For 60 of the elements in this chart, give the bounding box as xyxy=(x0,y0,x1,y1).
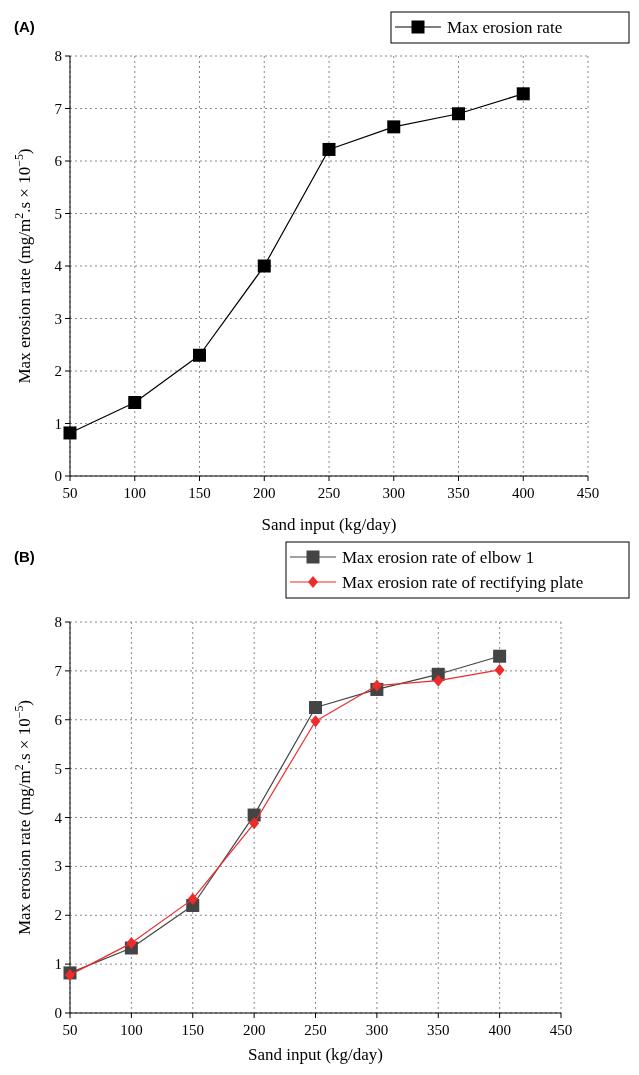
point xyxy=(516,87,530,101)
y-tick-label: 0 xyxy=(54,1005,62,1021)
point xyxy=(126,937,137,950)
x-axis-title: Sand input (kg/day) xyxy=(247,1045,384,1064)
y-tick-label: 4 xyxy=(54,809,63,826)
y-tick-label: 1 xyxy=(54,956,62,973)
x-tick-label: 250 xyxy=(317,485,341,501)
point xyxy=(309,701,322,715)
point xyxy=(494,663,505,676)
x-tick-label: 50 xyxy=(62,1022,78,1038)
point xyxy=(128,396,142,409)
point xyxy=(322,142,336,156)
x-tick-label: 350 xyxy=(447,485,470,501)
x-axis-title: Sand input (kg/day) xyxy=(261,515,397,534)
x-tick-label: 450 xyxy=(549,1022,573,1038)
point xyxy=(249,817,260,830)
y-tick-label: 5 xyxy=(54,760,62,777)
y-tick-label: 7 xyxy=(54,100,63,117)
legend-label: Max erosion rate of elbow 1 xyxy=(342,548,535,567)
y-tick-label: 8 xyxy=(54,48,62,64)
x-tick-label: 150 xyxy=(181,1022,204,1038)
point xyxy=(193,348,206,362)
y-tick-label: 2 xyxy=(54,907,62,924)
y-tick-label: 1 xyxy=(54,415,62,432)
x-tick-label: 100 xyxy=(120,1022,143,1038)
x-tick-label: 200 xyxy=(253,485,276,501)
y-tick-label: 4 xyxy=(54,258,63,274)
y-tick-label: 3 xyxy=(54,310,62,327)
chart-title: (B) xyxy=(14,548,35,565)
x-tick-label: 150 xyxy=(188,485,211,501)
y-tick-label: 2 xyxy=(54,363,62,379)
y-tick-label: 6 xyxy=(54,153,63,169)
point xyxy=(257,259,271,273)
point xyxy=(187,893,198,906)
point xyxy=(452,107,465,121)
y-tick-label: 7 xyxy=(54,662,63,679)
point xyxy=(371,679,382,692)
x-tick-label: 300 xyxy=(382,485,405,501)
x-tick-label: 250 xyxy=(304,1022,327,1038)
point xyxy=(493,649,507,663)
x-tick-label: 400 xyxy=(488,1022,511,1038)
x-tick-label: 400 xyxy=(512,485,535,501)
x-tick-label: 300 xyxy=(365,1022,389,1038)
point xyxy=(387,120,401,134)
x-tick-label: 100 xyxy=(123,485,146,501)
point xyxy=(310,715,321,728)
x-tick-label: 200 xyxy=(242,1022,266,1038)
y-tick-label: 8 xyxy=(54,614,62,630)
point xyxy=(63,426,77,440)
x-tick-label: 450 xyxy=(576,485,600,501)
legend-label: Max erosion rate of rectifying plate xyxy=(342,573,584,592)
y-tick-label: 5 xyxy=(54,205,62,222)
x-tick-label: 350 xyxy=(427,1022,450,1038)
chart-title: (A) xyxy=(14,18,35,35)
y-tick-label: 0 xyxy=(54,468,62,484)
y-tick-label: 6 xyxy=(54,711,63,728)
point xyxy=(433,674,444,687)
y-tick-label: 3 xyxy=(54,858,62,875)
x-tick-label: 50 xyxy=(62,485,78,501)
legend-label: Max erosion rate xyxy=(447,18,563,37)
